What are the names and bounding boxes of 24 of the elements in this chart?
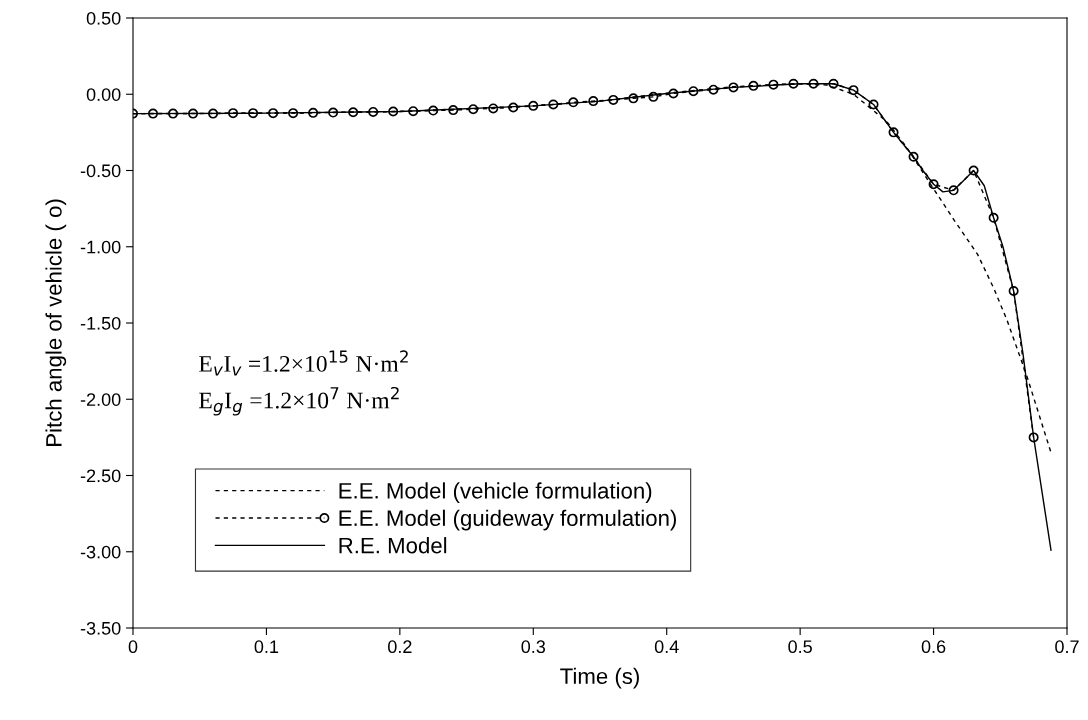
x-tick-label: 0.2 <box>388 640 412 654</box>
y-axis-title: Pitch angle of vehicle ( o) <box>45 199 67 446</box>
x-tick-label: 0.5 <box>788 640 812 654</box>
x-tick-label: 0.1 <box>254 640 279 654</box>
y-tick-label: -3.00 <box>80 545 121 559</box>
legend-label: E.E. Model (guideway formulation) <box>339 509 676 531</box>
y-tick-label: -2.50 <box>80 469 121 483</box>
x-tick-label: 0.7 <box>1055 640 1079 654</box>
y-tick-label: -2.00 <box>80 393 121 406</box>
x-axis-title: Time (s) <box>560 667 639 689</box>
x-tick-label: 0.3 <box>521 640 546 654</box>
x-tick-label: 0 <box>128 640 138 654</box>
y-tick-label: 0.00 <box>86 88 121 101</box>
annotation: E$_{v}$I$_{v}$ =1.2×10$^{15}$ N·m$^{2}$ <box>199 350 408 376</box>
legend-label: E.E. Model (vehicle formulation) <box>339 482 652 504</box>
annotation: E$_{g}$I$_{g}$ =1.2×10$^{7}$ N·m$^{2}$ <box>199 386 399 416</box>
x-tick-label: 0.4 <box>654 640 679 654</box>
y-tick-label: -0.50 <box>80 164 121 178</box>
x-tick-label: 0.6 <box>921 640 946 654</box>
y-tick-label: -3.50 <box>80 621 121 635</box>
y-tick-label: -1.00 <box>80 240 121 254</box>
y-tick-label: 0.50 <box>86 11 121 25</box>
y-tick-label: -1.50 <box>80 316 121 330</box>
legend-label: R.E. Model <box>339 537 447 554</box>
